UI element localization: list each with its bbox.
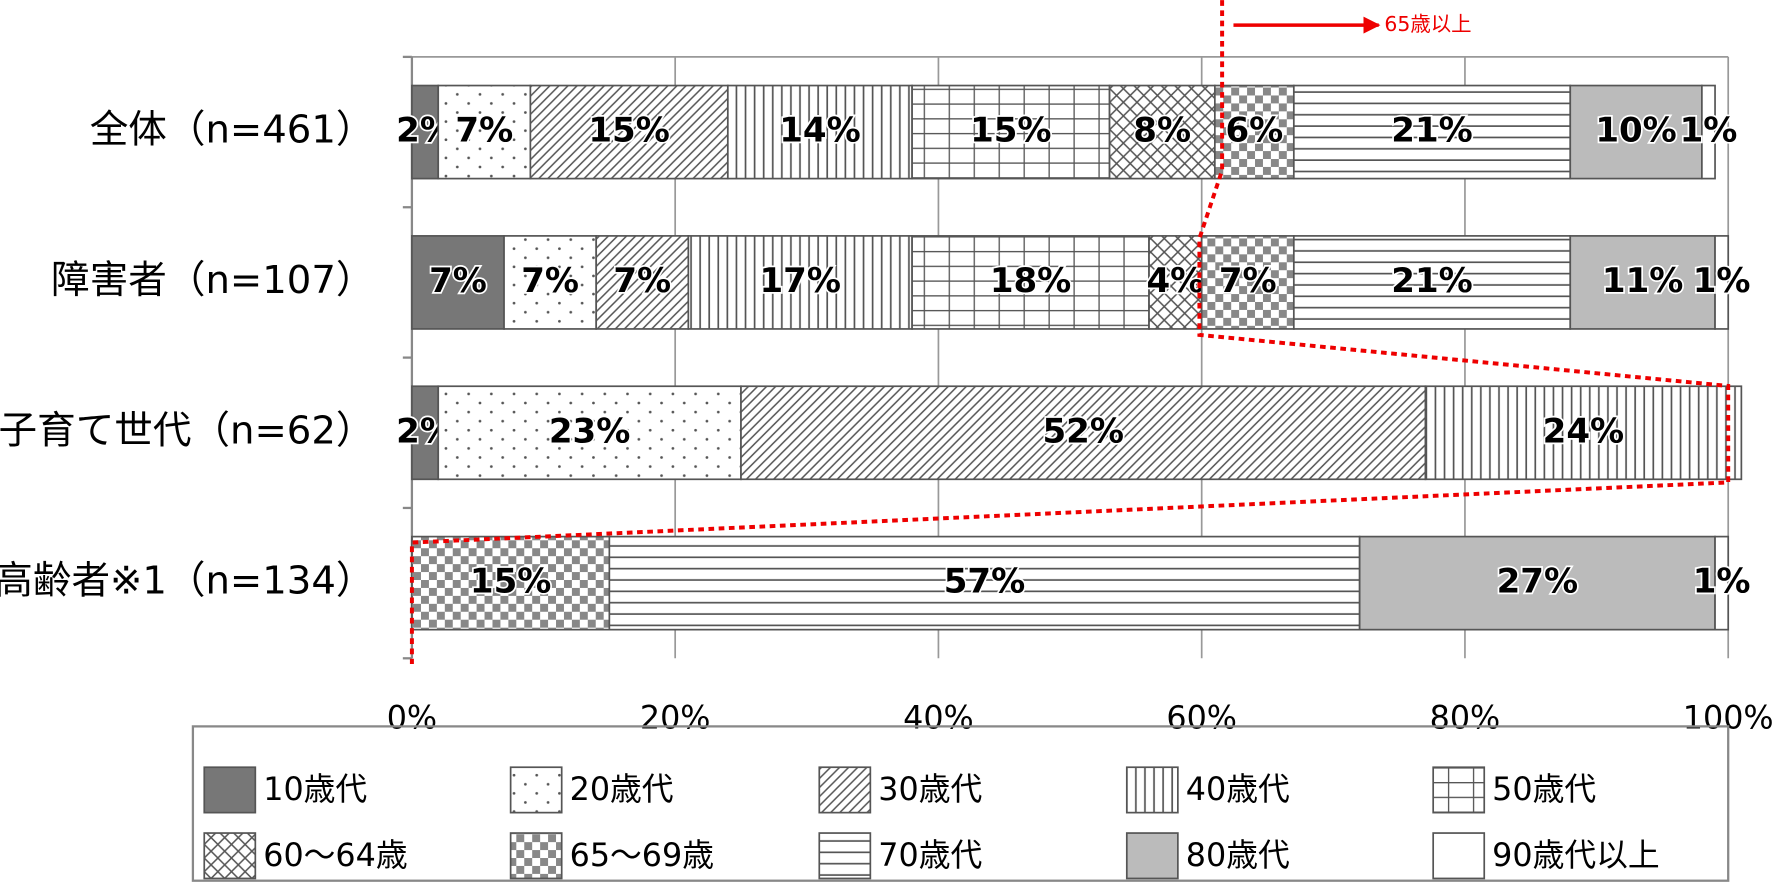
data-label: 4%: [1146, 261, 1204, 301]
bar-segment: [1292, 84, 1572, 180]
legend-swatch: [1432, 766, 1486, 814]
bar-segment: [1213, 84, 1295, 180]
bar-segment: [411, 84, 440, 180]
legend-swatch: [1432, 832, 1486, 880]
bar-segment: [1148, 235, 1203, 330]
x-tick-label: 0%: [387, 701, 437, 737]
legend-label: 70歳代: [878, 838, 982, 874]
bar-segment: [595, 235, 690, 330]
legend-swatch: [818, 832, 872, 880]
annotation: 65歳以上: [1384, 12, 1471, 36]
bar-segment: [1701, 84, 1716, 180]
legend-label: 10歳代: [263, 772, 367, 808]
data-label: 7%: [455, 111, 513, 151]
bar-segment: [411, 235, 505, 330]
bar-segment: [911, 235, 1150, 330]
x-tick-label: 40%: [903, 701, 974, 737]
x-tick-label: 80%: [1430, 701, 1501, 737]
data-label: 21%: [1391, 261, 1472, 301]
bar-segment: [437, 385, 742, 481]
data-label: 6%: [1225, 111, 1283, 151]
category-label: 子育て世代（n=62）: [0, 408, 374, 453]
legend-label: 40歳代: [1186, 772, 1290, 808]
legend-swatch: [509, 766, 563, 814]
data-label: 7%: [1219, 261, 1277, 301]
data-label: 8%: [1133, 111, 1191, 151]
data-label: 57%: [944, 562, 1025, 602]
data-label: 7%: [521, 261, 579, 301]
bar-segment: [1569, 235, 1716, 330]
category-label: 高齢者※1（n=134）: [0, 559, 374, 604]
category-label: 全体（n=461）: [90, 108, 375, 153]
bar-segment: [411, 535, 611, 631]
bar-segment: [1358, 535, 1716, 631]
data-label: 24%: [1543, 411, 1624, 451]
bar-segment: [1292, 235, 1572, 330]
bar-segment: [740, 385, 1427, 481]
legend-swatch: [1125, 832, 1179, 880]
data-label: 52%: [1042, 411, 1123, 451]
highlight-outline: [409, 0, 1731, 664]
bar-segment: [1714, 235, 1730, 330]
data-label: 1%: [1680, 111, 1738, 151]
data-label: 7%: [613, 261, 671, 301]
bar-segment: [529, 84, 729, 180]
legend-label: 20歳代: [570, 772, 674, 808]
legend-label: 90歳代以上: [1492, 838, 1659, 874]
legend-swatch: [818, 766, 872, 814]
legend-label: 50歳代: [1492, 772, 1596, 808]
bar-segment: [1424, 385, 1743, 481]
legend-swatch: [203, 832, 257, 880]
bar-segment: [911, 84, 1111, 180]
data-label: 23%: [549, 411, 630, 451]
legend-label: 80歳代: [1186, 838, 1290, 874]
data-label: 18%: [990, 261, 1071, 301]
data-label: 11%: [1602, 261, 1683, 301]
legend-swatch: [509, 832, 563, 880]
data-label: 15%: [470, 562, 551, 602]
data-label: 15%: [588, 111, 669, 151]
bar-segment: [503, 235, 598, 330]
data-label: 1%: [1693, 562, 1751, 602]
legend-box: [191, 725, 1730, 882]
bar-segment: [608, 535, 1361, 631]
bar-segment: [1714, 535, 1730, 631]
legend-swatch: [203, 766, 257, 814]
legend-label: 65～69歳: [570, 838, 714, 874]
data-label: 21%: [1391, 111, 1472, 151]
bar-segment: [687, 235, 913, 330]
data-label: 10%: [1595, 111, 1676, 151]
category-label: 障害者（n=107）: [51, 258, 374, 303]
data-label: 17%: [759, 261, 840, 301]
x-tick-label: 20%: [640, 701, 711, 737]
data-label: 7%: [429, 261, 487, 301]
data-label: 1%: [1693, 261, 1751, 301]
legend-label: 30歳代: [878, 772, 982, 808]
bar-segment: [1108, 84, 1216, 180]
x-tick-label: 60%: [1166, 701, 1237, 737]
data-label: 27%: [1497, 562, 1578, 602]
data-label: 15%: [970, 111, 1051, 151]
legend-swatch: [1125, 766, 1179, 814]
legend-label: 60～64歳: [263, 838, 407, 874]
data-label: 14%: [779, 111, 860, 151]
bar-segment: [726, 84, 913, 180]
bar-segment: [437, 84, 532, 180]
